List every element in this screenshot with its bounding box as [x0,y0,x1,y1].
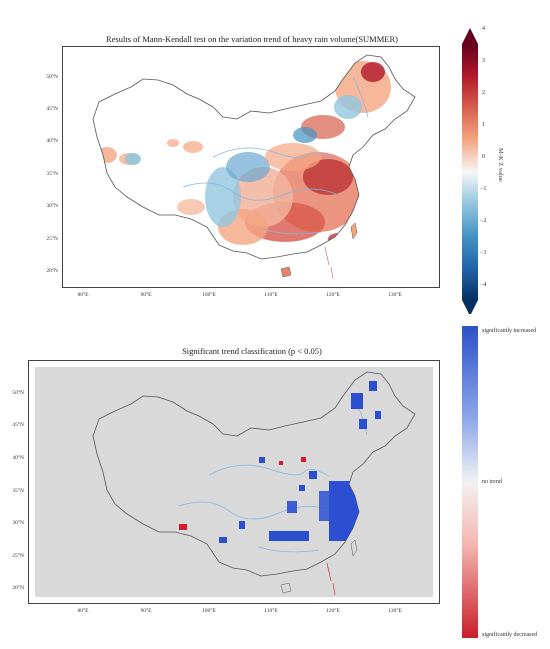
cbar-tick-3: 3 [482,58,485,64]
bottom-lon-tick-110: 110°E [264,608,278,614]
top-lat-tick-50: 50°N [46,74,58,80]
top-map-title: Results of Mann-Kendall test on the vari… [105,34,398,44]
top-lon-tick-80: 80°E [77,292,89,298]
cbar-tick-1: 1 [482,122,485,128]
bottom-lat-tick-50: 50°N [12,390,24,396]
top-lat-tick-20: 20°N [46,268,58,274]
cbar-tick-4: 4 [482,26,485,32]
bottom-lat-tick-45: 45°N [12,422,24,428]
bottom-lat-tick-25: 25°N [12,553,24,559]
top-lon-tick-120: 120°E [326,292,340,298]
bottom-lon-tick-120: 120°E [326,608,340,614]
top-lat-tick-25: 25°N [46,236,58,242]
cbar-tick-0: 0 [482,154,485,160]
bottom-lat-tick-35: 35°N [12,488,24,494]
cbar-tick-m3: −3 [480,250,487,256]
bottom-lat-tick-30: 30°N [12,520,24,526]
top-lat-tick-45: 45°N [46,106,58,112]
bottom-lon-tick-80: 80°E [77,608,89,614]
top-lat-tick-30: 30°N [46,203,58,209]
cbar-tick-m2: −2 [480,218,487,224]
legend-significantly-decreased: significantly decreased [482,632,538,638]
bottom-map-title: Significant trend classification (p < 0.… [182,346,322,356]
bottom-lon-tick-130: 130°E [388,608,402,614]
legend-significantly-increased: significantly increased [482,328,537,334]
top-lat-tick-35: 35°N [46,171,58,177]
bottom-lat-tick-40: 40°N [12,455,24,461]
bottom-map-frame [28,360,440,604]
top-zvalue-field [93,61,391,245]
zvalue-colorbar [462,28,478,314]
bottom-lat-tick-20: 20°N [12,585,24,591]
legend-no-trend: no trend [482,479,502,485]
top-lon-tick-90: 90°E [140,292,152,298]
cbar-tick-m1: −1 [480,186,487,192]
cbar-tick-m4: −4 [480,282,487,288]
bottom-lon-tick-90: 90°E [140,608,152,614]
top-rivers [182,76,369,235]
bottom-rivers [178,394,368,553]
top-lon-tick-100: 100°E [202,292,216,298]
bottom-map-svg [29,361,439,603]
colorbar-label: M-K Z value [497,148,504,182]
cbar-tick-2: 2 [482,90,485,96]
trend-colorbar [462,326,478,638]
bottom-lon-tick-100: 100°E [202,608,216,614]
top-lat-tick-40: 40°N [46,138,58,144]
top-map-svg [63,47,439,287]
top-lon-tick-110: 110°E [264,292,278,298]
no-trend-background [35,367,433,597]
top-map-frame [62,46,440,288]
top-lon-tick-130: 130°E [388,292,402,298]
